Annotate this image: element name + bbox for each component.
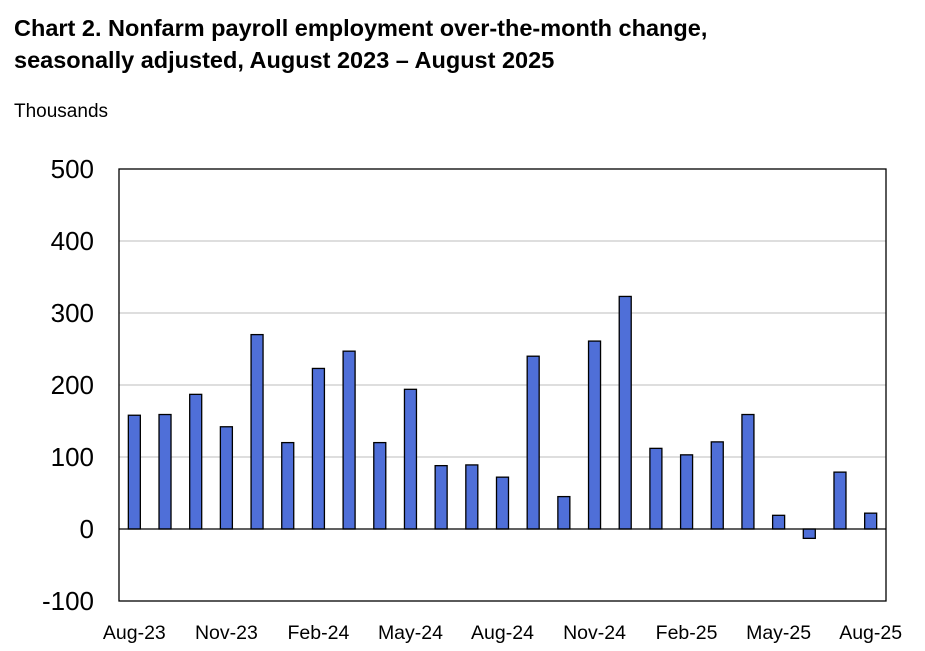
bar-feb-25	[679, 454, 694, 530]
bar-jul-25	[833, 471, 847, 530]
y-tick-label: 200	[51, 370, 94, 400]
chart-title-line-2: seasonally adjusted, August 2023 – Augus…	[14, 47, 555, 73]
bars	[127, 295, 878, 540]
y-tick-label: 400	[51, 226, 94, 256]
bar-jun-25	[802, 528, 816, 540]
x-tick-label: May-25	[746, 622, 811, 644]
x-tick-label: Aug-23	[103, 622, 166, 644]
y-tick-label: 500	[51, 154, 94, 184]
bar-apr-25	[741, 413, 755, 530]
chart-title-line-1: Chart 2. Nonfarm payroll employment over…	[14, 15, 708, 41]
y-tick-label: 100	[51, 442, 94, 472]
bar-apr-24	[373, 441, 387, 530]
y-axis-ticks: 500 400 300 200 100 0 -100	[42, 154, 94, 616]
bar-feb-24	[311, 367, 326, 530]
y-tick-label: -100	[42, 586, 94, 616]
bar-nov-23	[219, 426, 234, 530]
bar-dec-24	[618, 295, 632, 530]
y-tick-label: 300	[51, 298, 94, 328]
bar-oct-23	[189, 393, 203, 530]
bar-aug-23	[127, 414, 141, 530]
x-tick-label: Feb-25	[656, 622, 718, 644]
bar-aug-25	[864, 512, 878, 530]
x-tick-label: Feb-24	[288, 622, 350, 644]
x-axis-ticks: Aug-23 Nov-23 Feb-24 May-24 Aug-24 Nov-24 Feb-…	[103, 622, 902, 644]
plot-area-frame	[118, 168, 887, 602]
bar-jan-24	[281, 441, 295, 530]
x-tick-label: Aug-25	[839, 622, 902, 644]
bar-jul-24	[465, 464, 479, 530]
bar-sep-23	[158, 413, 172, 530]
bar-jun-24	[434, 464, 448, 530]
bar-may-25	[771, 514, 786, 530]
y-tick-label: 0	[80, 514, 94, 544]
x-tick-label: May-24	[378, 622, 443, 644]
bar-dec-23	[250, 333, 264, 530]
chart-title: Chart 2. Nonfarm payroll employment over…	[14, 12, 914, 76]
bar-nov-24	[587, 340, 602, 530]
x-tick-label: Nov-24	[563, 622, 626, 644]
bar-aug-24	[495, 476, 510, 530]
x-tick-label: Aug-24	[471, 622, 534, 644]
bar-mar-24	[342, 350, 356, 530]
y-axis-unit-label: Thousands	[14, 101, 109, 122]
bar-may-24	[403, 388, 418, 530]
bar-oct-24	[557, 495, 571, 530]
x-tick-label: Nov-23	[195, 622, 258, 644]
bar-sep-24	[526, 355, 540, 530]
bar-mar-25	[710, 441, 724, 530]
bar-jan-25	[649, 447, 663, 530]
gridlines	[119, 240, 886, 458]
